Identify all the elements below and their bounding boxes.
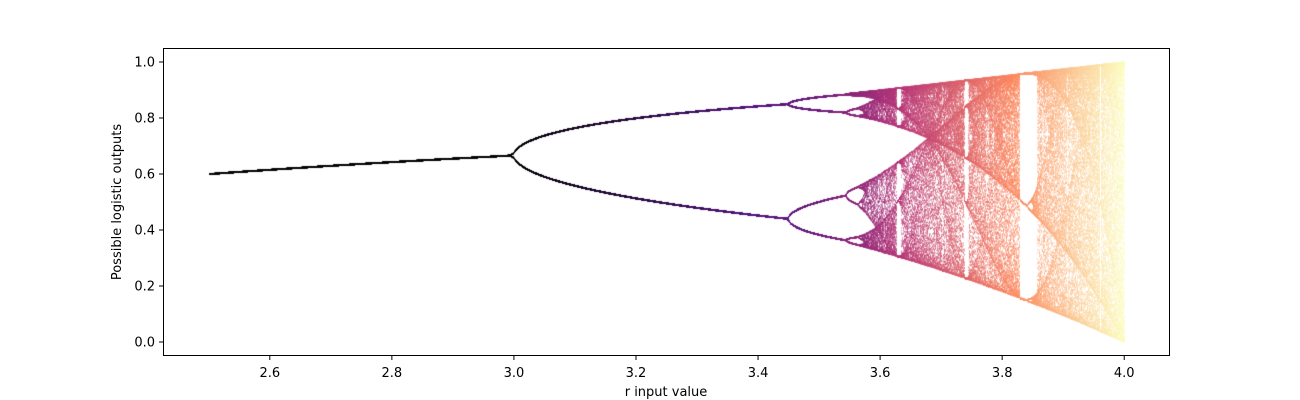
bifurcation-points xyxy=(163,48,1170,356)
x-tick-label: 3.0 xyxy=(504,366,525,381)
x-tick-label: 2.6 xyxy=(259,366,280,381)
y-axis-label: Possible logistic outputs xyxy=(110,124,125,281)
x-tick-label: 4.0 xyxy=(1114,366,1135,381)
x-tick-label: 3.4 xyxy=(748,366,769,381)
y-tick-label: 1.0 xyxy=(134,56,155,71)
x-axis: 2.6 2.8 3.0 3.2 3.4 3.6 3.8 4.0 xyxy=(259,356,1135,381)
y-tick-label: 0.2 xyxy=(134,280,155,295)
x-axis-label: r input value xyxy=(625,385,708,400)
x-tick-label: 3.6 xyxy=(870,366,891,381)
y-tick-label: 0.0 xyxy=(134,336,155,351)
axes-frame xyxy=(163,48,1170,356)
y-tick-label: 0.6 xyxy=(134,168,155,183)
plot-area xyxy=(163,48,1170,356)
data-points-layer xyxy=(163,48,1170,356)
y-tick-label: 0.8 xyxy=(134,112,155,127)
y-axis: 0.0 0.2 0.4 0.6 0.8 1.0 xyxy=(134,56,163,351)
x-tick-label: 3.2 xyxy=(626,366,647,381)
y-tick-label: 0.4 xyxy=(134,224,155,239)
x-tick-label: 3.8 xyxy=(992,366,1013,381)
x-tick-label: 2.8 xyxy=(382,366,403,381)
